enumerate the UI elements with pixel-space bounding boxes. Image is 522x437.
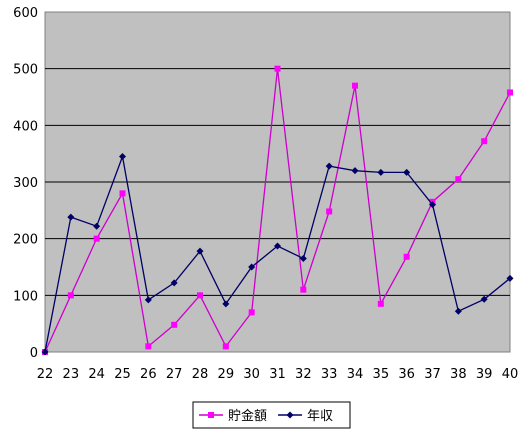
legend-marker-savings	[208, 412, 214, 418]
data-point	[144, 296, 152, 304]
data-point	[248, 309, 255, 316]
x-tick-label: 25	[114, 367, 131, 382]
data-point	[248, 263, 256, 271]
series-income	[41, 153, 514, 356]
x-tick-label: 34	[347, 367, 364, 382]
x-tick-label: 33	[321, 367, 338, 382]
x-tick-label: 36	[398, 367, 415, 382]
data-point	[480, 295, 488, 303]
y-tick-label: 0	[30, 346, 38, 361]
legend-marker-income	[286, 411, 294, 419]
x-tick-label: 32	[295, 367, 312, 382]
x-tick-label: 22	[37, 367, 54, 382]
y-tick-label: 200	[13, 233, 38, 248]
data-point	[222, 300, 230, 308]
x-tick-label: 38	[450, 367, 467, 382]
data-point	[403, 253, 410, 260]
data-point	[299, 255, 307, 262]
data-point	[196, 247, 204, 255]
x-tick-label: 39	[476, 367, 493, 382]
data-point	[352, 82, 358, 89]
data-point	[300, 286, 307, 293]
data-point	[67, 213, 75, 221]
data-point	[274, 65, 281, 72]
x-tick-label: 24	[88, 367, 105, 382]
data-point	[170, 279, 178, 287]
data-point	[325, 162, 333, 170]
x-tick-label: 23	[63, 367, 80, 382]
x-tick-label: 28	[192, 367, 209, 382]
data-point	[145, 343, 152, 350]
y-tick-label: 100	[13, 289, 38, 304]
data-point	[119, 190, 126, 197]
data-point	[377, 168, 385, 176]
x-tick-label: 37	[424, 367, 441, 382]
data-point	[455, 176, 462, 183]
data-point	[377, 300, 384, 307]
data-point	[119, 153, 126, 160]
series-layer	[41, 65, 514, 356]
data-point	[429, 201, 436, 209]
x-tick-label: 26	[140, 367, 157, 382]
x-tick-label: 27	[166, 367, 183, 382]
y-tick-label: 300	[13, 176, 38, 191]
x-tick-label: 30	[243, 367, 260, 382]
data-point	[41, 348, 49, 356]
legend-label-income: 年収	[307, 409, 333, 424]
data-point	[274, 242, 281, 250]
data-point	[326, 208, 333, 215]
data-point	[93, 235, 100, 242]
y-tick-label: 400	[13, 119, 38, 134]
data-point	[197, 292, 203, 299]
data-point	[403, 168, 411, 176]
x-axis-tick-labels: 22 23 24 25 26 27 28 29 30 31 32 33 34 35 36 37 38 39 40	[37, 367, 519, 382]
y-axis-tick-labels: 0 100 200 300 400 500 600	[13, 6, 38, 361]
legend: 貯金額 年収	[192, 401, 351, 429]
data-point	[507, 89, 513, 96]
data-point	[93, 222, 101, 230]
x-tick-label: 31	[269, 367, 286, 382]
legend-label-savings: 貯金額	[228, 408, 267, 424]
data-point	[171, 321, 178, 328]
data-point	[481, 138, 488, 145]
y-tick-label: 600	[13, 6, 38, 21]
data-point	[506, 274, 514, 282]
x-tick-label: 29	[218, 367, 235, 382]
data-point	[222, 343, 229, 350]
y-tick-label: 500	[13, 63, 38, 78]
x-tick-label: 35	[373, 367, 390, 382]
data-point	[67, 292, 74, 299]
data-point	[351, 167, 359, 175]
x-tick-label: 40	[502, 367, 519, 382]
data-point	[454, 307, 462, 315]
